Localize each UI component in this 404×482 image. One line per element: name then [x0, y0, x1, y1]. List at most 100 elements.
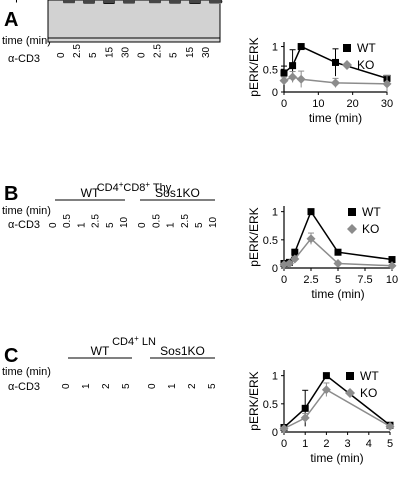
lane-time-label: 0	[56, 52, 67, 58]
y-tick-label: 0.5	[263, 399, 278, 411]
erk-band	[83, 0, 95, 3]
series-ko: KO	[279, 382, 395, 434]
lane-time-label: 5	[169, 52, 180, 58]
x-tick-label: 0	[281, 98, 287, 110]
lane-time-label: 5	[121, 383, 132, 389]
y-axis-label: pERK/ERK	[247, 37, 261, 96]
legend-marker	[345, 388, 355, 398]
data-point	[300, 413, 310, 423]
lane-time-label: 2	[101, 383, 112, 389]
lane-time-label: 0.5	[62, 214, 73, 228]
x-tick-label: 10	[386, 274, 398, 286]
stimulus-row-label: α-CD3	[8, 381, 40, 393]
erk-blot	[47, 0, 221, 39]
data-point	[387, 261, 397, 271]
lane-time-label: 0	[48, 222, 59, 228]
x-tick-label: 7.5	[357, 274, 372, 286]
chart-c: 0 0.5 1 0 1 2 3 4 5 time (min) pERK/ERK WT KO	[247, 369, 395, 465]
data-point	[322, 372, 330, 380]
y-tick-label: 0	[272, 87, 278, 99]
y-tick-label: 1	[272, 207, 278, 219]
y-tick-label: 0.5	[263, 235, 278, 247]
time-row-label: time (min)	[2, 35, 51, 47]
legend-label: KO	[362, 222, 379, 236]
lane-time-label: 5	[105, 222, 116, 228]
x-tick-label: 5	[335, 274, 341, 286]
x-tick-label: 4	[366, 438, 372, 450]
erk-band	[169, 0, 181, 3]
y-tick-label: 0	[272, 427, 278, 439]
x-tick-label: 10	[312, 98, 324, 110]
perk-label: pERK	[15, 0, 44, 3]
lane-time-label: 5	[194, 222, 205, 228]
legend-label: KO	[360, 386, 377, 400]
group-label: Sos1KO	[155, 186, 200, 200]
x-tick-label: 30	[381, 98, 393, 110]
legend-label: WT	[357, 41, 376, 55]
data-point	[288, 72, 298, 82]
lane-time-label: 0	[147, 383, 158, 389]
stimulus-row-label: α-CD3	[8, 53, 40, 65]
data-point	[332, 58, 339, 66]
erk-band	[209, 0, 221, 3]
group-label: WT	[91, 344, 110, 358]
data-point	[382, 79, 392, 89]
erk-label: ERK	[21, 0, 44, 3]
panel-letter: A	[4, 9, 18, 31]
x-axis-label: time (min)	[309, 111, 362, 125]
data-point	[306, 234, 316, 244]
group-label: Sos1KO	[160, 344, 205, 358]
x-axis-label: time (min)	[311, 287, 364, 301]
lane-time-label: 10	[119, 216, 130, 228]
lane-time-label: 1	[81, 383, 92, 389]
series-line	[283, 388, 391, 430]
legend-label: KO	[357, 58, 374, 72]
legend-marker	[343, 44, 351, 52]
lane-time-label: 30	[120, 46, 131, 58]
data-point	[289, 62, 297, 70]
lane-time-label: 5	[207, 383, 218, 389]
lane-time-label: 0	[137, 222, 148, 228]
lane-time-label: 0	[137, 52, 148, 58]
data-point	[385, 421, 395, 431]
erk-band	[149, 0, 161, 3]
legend-marker	[347, 224, 357, 234]
data-point	[333, 258, 343, 268]
series-ko: KO	[279, 222, 397, 271]
data-point	[279, 76, 289, 86]
panel-letter: B	[4, 183, 18, 205]
data-point	[279, 424, 289, 434]
data-point	[331, 78, 340, 88]
y-tick-label: 1	[272, 42, 278, 54]
erk-band	[63, 0, 75, 3]
legend-marker	[348, 208, 356, 216]
lane-time-label: 1	[166, 222, 177, 228]
perk-label: pERK	[15, 0, 44, 3]
legend-label: WT	[360, 369, 379, 383]
series-line	[283, 374, 391, 429]
y-tick-label: 0	[272, 263, 278, 275]
data-point	[321, 385, 331, 395]
panel-title: CD4+ LN	[112, 334, 156, 348]
lane-time-label: 15	[104, 46, 115, 58]
legend-marker	[342, 60, 352, 70]
time-row-label: time (min)	[2, 205, 51, 217]
x-tick-label: 0	[281, 438, 287, 450]
lane-time-label: 2.5	[72, 44, 83, 58]
data-point	[301, 404, 309, 412]
lane-time-label: 10	[208, 216, 219, 228]
lane-time-label: 1	[167, 383, 178, 389]
x-tick-label: 20	[347, 98, 359, 110]
time-row-label: time (min)	[2, 366, 51, 378]
lane-time-label: 1	[76, 222, 87, 228]
data-point	[297, 43, 305, 51]
data-point	[291, 248, 299, 256]
x-tick-label: 2	[323, 438, 329, 450]
x-tick-label: 3	[345, 438, 351, 450]
erk-band	[123, 0, 135, 3]
lane-time-label: 2	[187, 383, 198, 389]
stimulus-row-label: α-CD3	[8, 219, 40, 231]
